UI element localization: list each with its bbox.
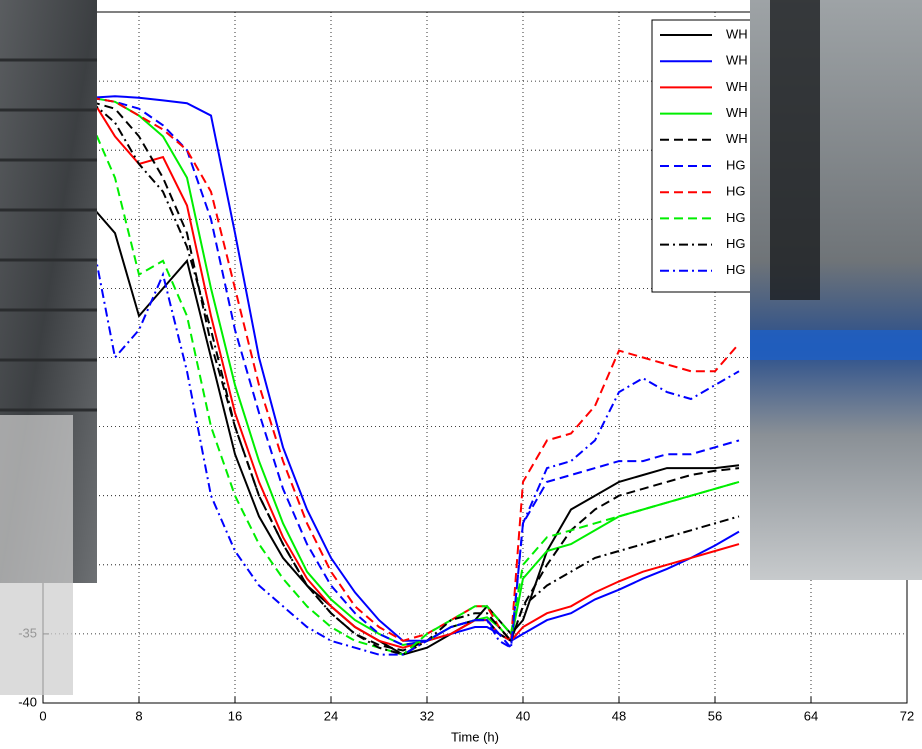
legend-label: WH <box>726 131 748 146</box>
x-axis-label: Time (h) <box>451 729 499 744</box>
x-tick-label: 32 <box>420 708 434 723</box>
series-line <box>90 101 740 656</box>
legend-label: HG <box>726 157 746 172</box>
series-line <box>90 97 740 649</box>
y-tick-label: 0 <box>30 142 37 157</box>
x-tick-label: 64 <box>804 708 818 723</box>
x-tick-label: 24 <box>324 708 338 723</box>
series-line <box>90 204 740 656</box>
series-line <box>90 96 740 644</box>
x-tick-label: 8 <box>135 708 142 723</box>
y-tick-label: 5 <box>30 73 37 88</box>
y-tick-label: -35 <box>18 625 37 640</box>
x-tick-label: 56 <box>708 708 722 723</box>
x-tick-label: 16 <box>228 708 242 723</box>
y-tick-label: -30 <box>18 556 37 571</box>
legend-label: HG <box>726 262 746 277</box>
y-tick-label: -10 <box>18 280 37 295</box>
legend-label: WH <box>726 53 748 68</box>
x-tick-label: 40 <box>516 708 530 723</box>
y-tick-label: -5 <box>25 211 37 226</box>
series-line <box>90 96 740 651</box>
legend-label: WH <box>726 105 748 120</box>
series-line <box>90 232 740 656</box>
y-tick-label: -15 <box>18 349 37 364</box>
y-tick-label: 10 <box>23 3 37 18</box>
y-tick-label: -20 <box>18 418 37 433</box>
legend-label: HG <box>726 184 746 199</box>
legend-label: HG <box>726 210 746 225</box>
legend-label: HG <box>726 236 746 251</box>
x-tick-label: 48 <box>612 708 626 723</box>
x-tick-label: 0 <box>39 708 46 723</box>
y-tick-label: -25 <box>18 487 37 502</box>
legend: WH WH WH WH WH HG HG HG HG HG <box>651 19 793 293</box>
series-line <box>90 122 740 656</box>
y-tick-label: -40 <box>18 694 37 709</box>
x-tick-label: 72 <box>900 708 914 723</box>
legend-label: WH <box>726 79 748 94</box>
legend-label: WH <box>726 26 748 41</box>
